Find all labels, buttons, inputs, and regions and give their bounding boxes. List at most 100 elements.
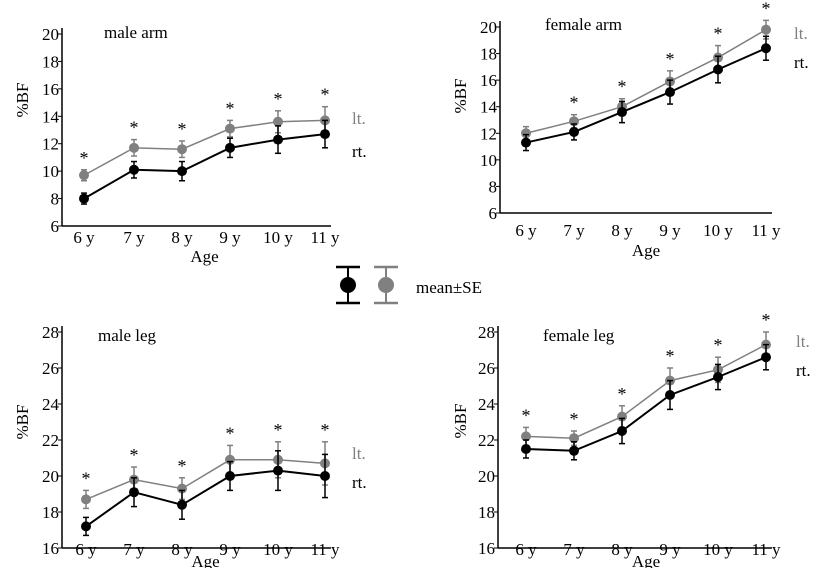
y-tick-label: 28 bbox=[478, 323, 495, 342]
x-axis-label: Age bbox=[190, 247, 218, 266]
legend-label: mean±SE bbox=[416, 278, 482, 297]
x-tick-label: 8 y bbox=[611, 221, 633, 240]
data-point bbox=[761, 24, 771, 35]
x-axis-label: Age bbox=[191, 552, 219, 568]
y-axis-label: %BF bbox=[13, 405, 32, 440]
x-tick-label: 11 y bbox=[751, 221, 781, 240]
chart-title: male leg bbox=[98, 326, 157, 345]
data-point bbox=[177, 144, 187, 155]
y-tick-label: 18 bbox=[478, 503, 495, 522]
x-tick-label: 6 y bbox=[515, 540, 537, 559]
significance-marker: * bbox=[321, 420, 330, 440]
significance-marker: * bbox=[321, 85, 330, 105]
significance-marker: * bbox=[618, 77, 627, 97]
significance-marker: * bbox=[130, 445, 139, 465]
series-line bbox=[525, 343, 767, 439]
series-label-lt: lt. bbox=[796, 332, 810, 351]
chart-panels: 6 8 10 12 14 16 18 20 6 y 7 y 8 y 9 y 10 y 11 y Age %BF… bbox=[13, 0, 811, 568]
y-tick-label: 26 bbox=[478, 359, 495, 378]
y-tick-label: 8 bbox=[489, 177, 498, 196]
x-tick-label: 6 y bbox=[75, 540, 97, 559]
x-tick-label: 10 y bbox=[263, 540, 293, 559]
y-tick-label: 10 bbox=[42, 162, 59, 181]
series-line bbox=[525, 47, 767, 144]
significance-marker: * bbox=[714, 335, 723, 355]
x-tick-label: 9 y bbox=[659, 221, 681, 240]
y-tick-label: 20 bbox=[480, 18, 497, 37]
x-tick-label: 8 y bbox=[171, 540, 193, 559]
data-point bbox=[79, 193, 89, 204]
series-label-rt: rt. bbox=[796, 361, 811, 380]
x-axis-label: Age bbox=[632, 552, 660, 568]
significance-marker: * bbox=[762, 310, 771, 330]
y-tick-label: 6 bbox=[51, 217, 60, 236]
x-tick-label: 7 y bbox=[563, 221, 585, 240]
data-point bbox=[569, 126, 579, 137]
chart-panel: 16 18 20 22 24 26 28 6 y 7 y 8 y 9 y 10 y 11 y Age %BF… bbox=[13, 323, 367, 568]
series-label-lt: lt. bbox=[352, 109, 366, 128]
y-tick-label: 18 bbox=[42, 503, 59, 522]
data-point bbox=[129, 142, 139, 153]
data-point bbox=[761, 352, 771, 363]
series-line bbox=[525, 356, 767, 452]
series-line bbox=[85, 459, 326, 501]
significance-marker: * bbox=[226, 423, 235, 443]
legend-icon-rt bbox=[336, 265, 360, 305]
data-point bbox=[569, 445, 579, 456]
data-point bbox=[81, 494, 91, 505]
y-tick-label: 8 bbox=[51, 190, 60, 209]
data-point bbox=[177, 499, 187, 510]
significance-marker: * bbox=[522, 405, 531, 425]
chart-title: male arm bbox=[104, 23, 168, 42]
significance-marker: * bbox=[82, 468, 91, 488]
significance-marker: * bbox=[714, 24, 723, 44]
series-line bbox=[85, 469, 326, 528]
y-tick-label: 18 bbox=[42, 52, 59, 71]
legend-point bbox=[378, 277, 394, 293]
data-point bbox=[713, 372, 723, 382]
significance-marker: * bbox=[274, 420, 283, 440]
data-point bbox=[521, 431, 531, 442]
y-tick-label: 20 bbox=[478, 467, 495, 486]
data-point bbox=[569, 433, 579, 444]
significance-marker: * bbox=[226, 98, 235, 118]
y-tick-label: 12 bbox=[480, 124, 497, 143]
y-tick-label: 18 bbox=[480, 45, 497, 64]
y-tick-label: 24 bbox=[42, 395, 60, 414]
series-label-lt: lt. bbox=[352, 444, 366, 463]
chart-title: female leg bbox=[543, 326, 615, 345]
x-tick-label: 7 y bbox=[123, 228, 145, 247]
data-point bbox=[320, 471, 330, 481]
data-point bbox=[225, 123, 235, 134]
data-point bbox=[521, 128, 531, 139]
x-tick-label: 8 y bbox=[171, 228, 193, 247]
significance-marker: * bbox=[80, 148, 89, 168]
significance-marker: * bbox=[570, 409, 579, 429]
x-tick-label: 10 y bbox=[703, 540, 733, 559]
y-tick-label: 6 bbox=[489, 204, 498, 223]
y-tick-label: 20 bbox=[42, 25, 59, 44]
data-point bbox=[521, 444, 531, 454]
data-point bbox=[129, 164, 139, 175]
chart-panel: 6 8 10 12 14 16 18 20 6 y 7 y 8 y 9 y 10 y 11 y Age %BF… bbox=[451, 0, 809, 260]
data-point bbox=[129, 487, 139, 498]
x-tick-label: 6 y bbox=[73, 228, 95, 247]
data-point bbox=[273, 134, 283, 145]
data-point bbox=[617, 426, 627, 436]
data-point bbox=[273, 116, 283, 127]
y-tick-label: 16 bbox=[478, 539, 495, 558]
x-tick-label: 6 y bbox=[515, 221, 537, 240]
data-point bbox=[665, 87, 675, 98]
data-point bbox=[225, 142, 235, 153]
y-tick-label: 14 bbox=[42, 107, 60, 126]
data-point bbox=[225, 471, 235, 481]
y-tick-label: 10 bbox=[480, 151, 497, 170]
legend: mean±SE bbox=[336, 265, 482, 305]
x-tick-label: 11 y bbox=[310, 228, 340, 247]
chart-panel: 16 18 20 22 24 26 28 6 y 7 y 8 y 9 y 10 y 11 y Age %BF… bbox=[451, 310, 811, 568]
data-point bbox=[521, 137, 531, 148]
data-point bbox=[273, 465, 283, 476]
significance-marker: * bbox=[130, 118, 139, 138]
x-tick-label: 9 y bbox=[659, 540, 681, 559]
